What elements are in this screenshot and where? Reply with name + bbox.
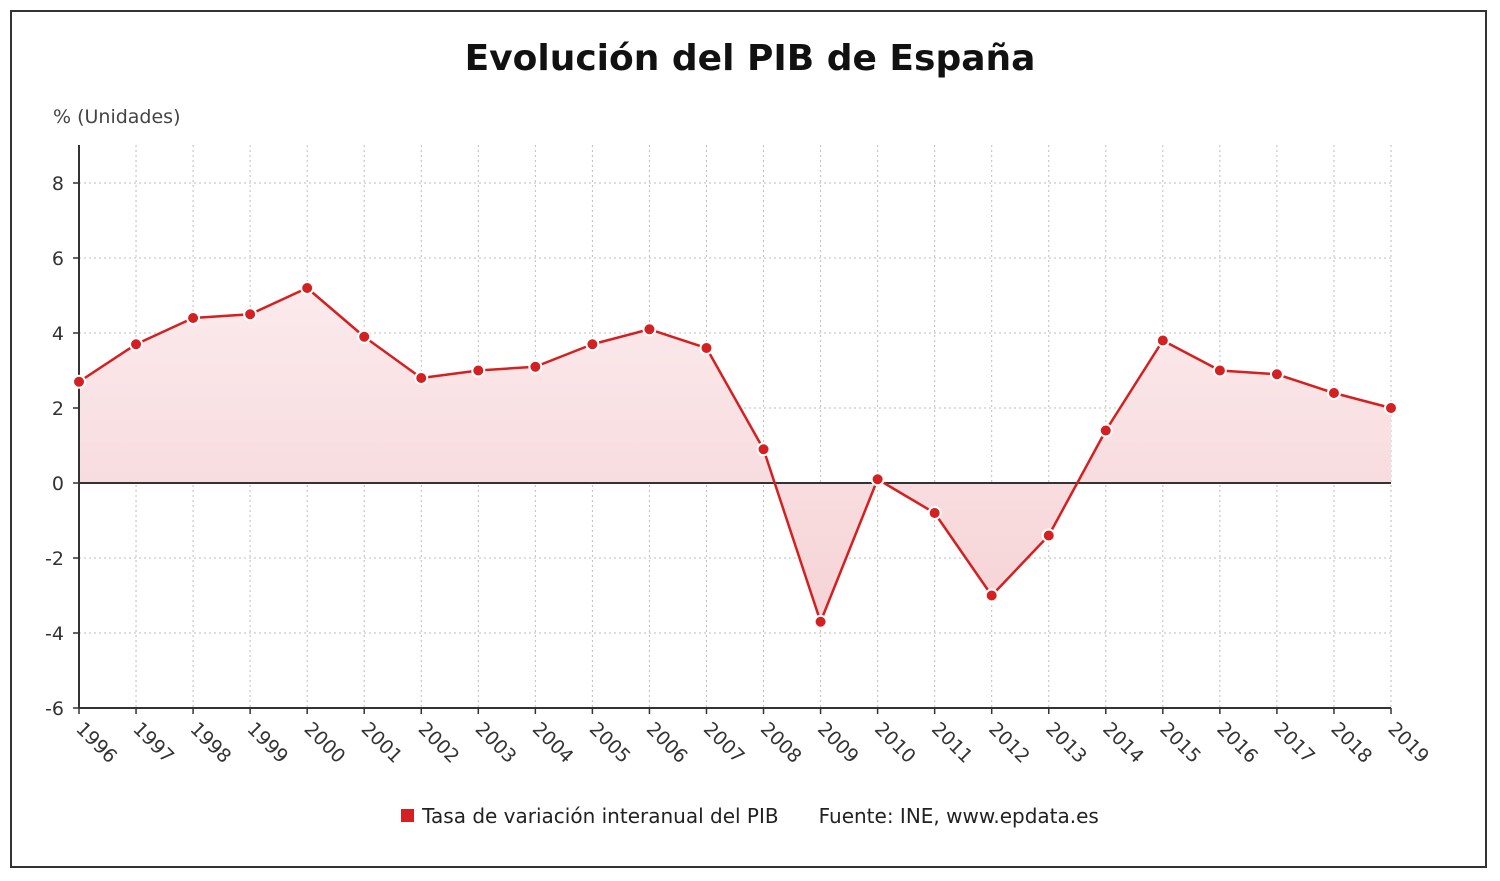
y-tick-label: -2 [45,548,64,570]
area-path [79,288,1391,622]
data-point [1384,401,1398,415]
data-point [870,472,885,487]
data-point [1041,528,1056,543]
data-point [72,374,86,389]
axes [73,145,1392,714]
data-point [927,506,942,520]
data-point [699,341,714,355]
data-point [756,442,771,457]
x-tick-label: 1997 [129,718,179,768]
series-line [78,286,1392,623]
chart-title: Evolución del PIB de España [464,38,1036,79]
data-point [585,337,600,352]
data-point [186,311,201,325]
data-point [642,322,657,337]
x-tick-label: 2017 [1269,718,1319,768]
source-note: Fuente: INE, www.epdata.es [818,804,1099,828]
x-tick-label: 2008 [756,718,806,768]
x-tick-label: 2006 [642,718,692,768]
data-points [72,281,1398,629]
x-tick-label: 1999 [243,718,293,768]
x-tick-label: 2000 [300,718,350,768]
legend: Tasa de variación interanual del PIB Fuen… [0,804,1500,828]
x-tick-label: 2012 [984,718,1034,768]
x-tick-label: 2009 [813,718,863,768]
data-point [1098,423,1113,438]
data-point [984,588,999,603]
x-tick-label: 2007 [699,718,749,768]
data-point [1326,386,1341,400]
x-tick-label: 2002 [414,718,464,768]
data-point [528,359,543,374]
x-tick-label: 1998 [186,718,236,768]
data-point [357,329,372,344]
data-point [243,307,258,322]
x-tick-label: 2018 [1326,718,1376,768]
x-tick-label: 2003 [471,718,521,768]
x-tick-label: 2010 [870,718,920,768]
data-point [1155,333,1170,348]
series-polyline [78,286,1392,623]
data-point [471,363,486,378]
data-point [1212,363,1227,378]
x-tick-label: 2014 [1098,718,1148,768]
x-tick-label: 2016 [1212,718,1262,768]
x-tick-label: 2004 [528,718,578,768]
data-point [129,337,144,352]
data-point [1269,367,1284,382]
x-tick-label: 2019 [1383,718,1433,768]
x-tick-label: 2001 [357,718,407,768]
y-tick-label: -4 [45,623,64,645]
x-tick-label: 2005 [585,718,635,768]
area-fill [79,288,1391,622]
legend-swatch [401,809,415,822]
data-point [813,614,828,629]
y-tick-label: 8 [52,173,64,195]
x-tick-label: 2015 [1155,718,1205,768]
legend-series-name: Tasa de variación interanual del PIB [422,804,779,828]
y-tick-label: -6 [45,698,64,720]
data-point [414,371,429,385]
data-point [300,281,315,295]
x-tick-label: 2013 [1041,718,1091,768]
y-tick-label: 0 [52,473,64,495]
y-tick-label: 2 [52,398,64,420]
x-tick-label: 1996 [71,718,121,768]
y-tick-label: 4 [52,323,64,345]
x-tick-label: 2011 [927,718,977,768]
y-tick-label: 6 [52,248,64,270]
y-axis-label: % (Unidades) [53,106,181,128]
